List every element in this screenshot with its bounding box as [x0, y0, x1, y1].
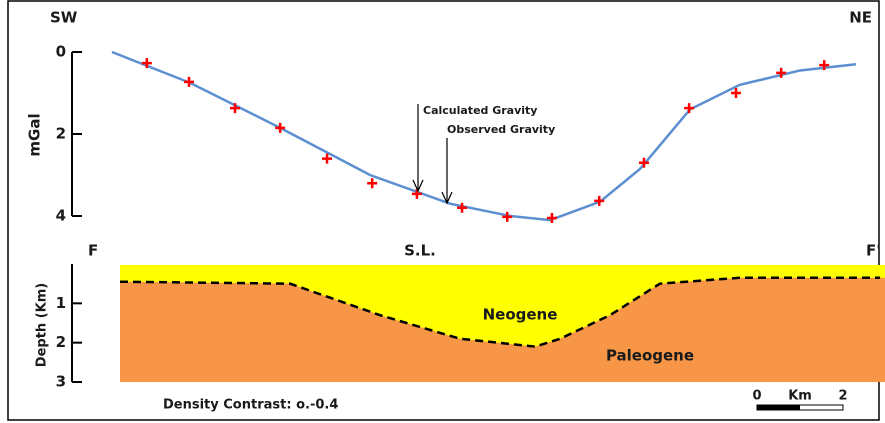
observed-point: [684, 103, 695, 114]
observed-point: [776, 67, 787, 78]
observed-point: [546, 213, 557, 224]
right-label: NE: [849, 9, 872, 27]
y-tick-label: 2: [56, 333, 66, 351]
scale-unit: Km: [788, 389, 812, 404]
note: Density Contrast: o.-0.4: [163, 398, 338, 413]
observed-point: [411, 188, 422, 199]
boundary-line: [119, 276, 881, 348]
observed-point: [141, 58, 152, 69]
observed-point: [367, 178, 378, 189]
observed-point: [731, 88, 742, 98]
y-tick-label: 0: [56, 43, 66, 61]
gravity-panel: SW NE mGal 0 2 4 Calculated Gravity Observed Gr…: [26, 9, 873, 225]
annotation: Calculated Gravity: [423, 104, 537, 117]
observed-point: [229, 103, 240, 114]
observed-point: [322, 153, 333, 164]
left-label: F: [88, 242, 98, 260]
scale-tick-label: 2: [838, 389, 847, 404]
observed-point: [275, 122, 286, 133]
layer-label: Neogene: [483, 306, 558, 324]
frame: [7, 0, 880, 421]
left-label: SW: [50, 9, 78, 27]
scale-tick-label: 0: [752, 389, 761, 404]
observed-point: [819, 60, 830, 71]
center-label: S.L.: [404, 242, 436, 260]
arrow: [412, 104, 424, 193]
right-label: F': [866, 242, 881, 260]
annotation: Observed Gravity: [447, 123, 555, 136]
observed-point: [457, 202, 468, 213]
observed-point: [594, 195, 605, 206]
y-tick-label: 2: [56, 125, 66, 143]
observed-point: [638, 157, 649, 168]
scale-bar-half: [757, 405, 801, 410]
observed-point: [502, 211, 513, 222]
y-tick-label: 3: [56, 373, 66, 391]
y-tick-label: 4: [56, 207, 66, 225]
layer-label: Paleogene: [606, 347, 694, 365]
y-axis-title: Depth (Km): [35, 283, 50, 367]
arrow: [441, 138, 453, 205]
calculated-line: [111, 50, 857, 222]
section-panel: F S.L. F' Neogene Paleogene Depth (Km) 1 2 3 Dens…: [35, 242, 885, 413]
y-tick-label: 1: [56, 294, 66, 312]
paleogene-fill: [120, 277, 885, 382]
observed-point: [183, 76, 194, 87]
y-axis-title: mGal: [26, 113, 44, 156]
